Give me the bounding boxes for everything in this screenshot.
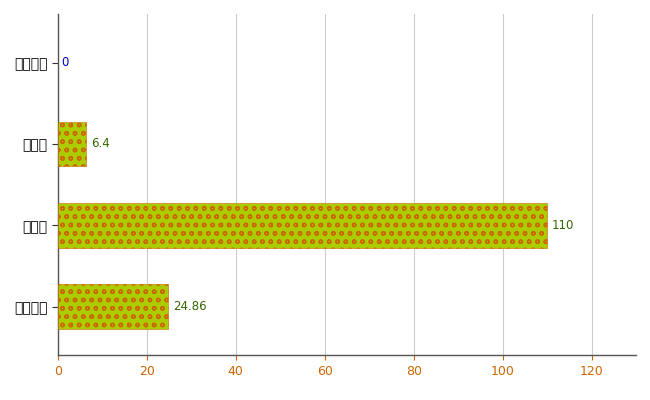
Text: 0: 0 <box>61 56 69 69</box>
Bar <box>58 203 547 248</box>
Bar <box>58 284 168 329</box>
Text: 110: 110 <box>552 219 574 232</box>
Text: 24.86: 24.86 <box>173 300 207 313</box>
Bar <box>58 122 86 166</box>
Text: 6.4: 6.4 <box>91 138 109 150</box>
